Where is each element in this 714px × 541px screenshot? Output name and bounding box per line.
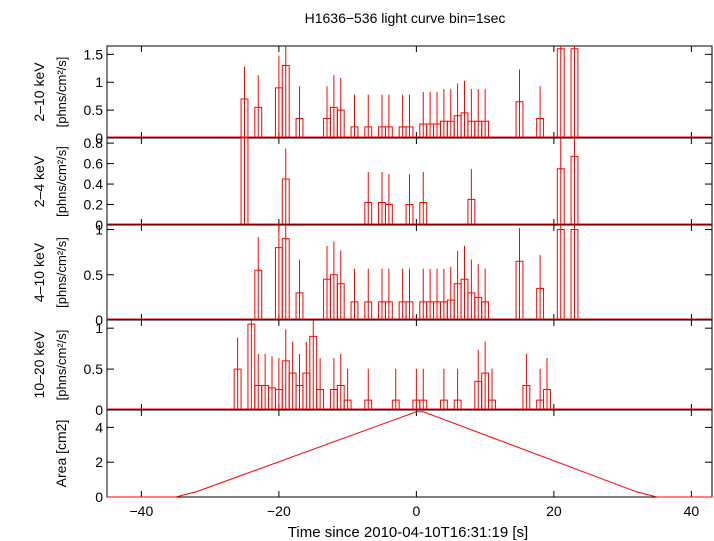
area-curve [107, 411, 712, 498]
chart-title: H1636−536 light curve bin=1sec [305, 10, 506, 26]
panel-2: 0 0.2 0.4 0.6 0.8 2–4 keV [phns/cm²/s] [31, 135, 713, 233]
y-axis-label: Area [cm2] [53, 420, 69, 488]
x-axis: −40 −20 0 20 40 [130, 503, 700, 519]
y-axis-label-unit: [phns/cm²/s] [54, 330, 69, 401]
y-tick-label: 0.4 [84, 176, 104, 192]
y-tick-label: 0.5 [84, 361, 104, 377]
y-tick-label: 0 [95, 489, 103, 505]
panel-1: 0 0.5 1 1.5 2–10 keV [phns/cm²/s] [31, 45, 713, 146]
x-axis-label: Time since 2010-04-10T16:31:19 [s] [288, 524, 528, 541]
y-tick-label: 0.8 [84, 135, 104, 151]
y-tick-label: 0.5 [84, 267, 104, 283]
y-axis-label-band: 10–20 keV [31, 331, 47, 399]
y-tick-label: 2 [95, 454, 103, 470]
panel-4: 0 0.5 1 10–20 keV [phns/cm²/s] [31, 319, 713, 418]
panel-5: 0 2 4 Area [cm2] [53, 409, 713, 505]
panels: 0 0.5 1 1.5 2–10 keV [phns/cm²/s] 0 0.2 0.4 0.6 0.… [31, 45, 713, 505]
y-tick-label: 1.5 [84, 46, 104, 62]
y-tick-label: 0 [95, 402, 103, 418]
y-tick-label: 0.6 [84, 156, 104, 172]
y-axis-label-unit: [phns/cm²/s] [54, 237, 69, 308]
y-axis-label-band: 4–10 keV [31, 242, 47, 302]
x-tick-label: 40 [684, 503, 700, 519]
x-tick-label: 0 [412, 503, 420, 519]
y-tick-label: 0.5 [84, 102, 104, 118]
panel-frame [106, 319, 713, 411]
y-tick-label: 0 [95, 312, 103, 328]
panel-3: 0 0.5 1 4–10 keV [phns/cm²/s] [31, 222, 713, 328]
y-tick-label: 1 [95, 320, 103, 336]
y-tick-label: 1 [95, 74, 103, 90]
x-tick-label: −20 [267, 503, 291, 519]
y-axis-label-band: 2–4 keV [31, 155, 47, 207]
y-tick-label: 0.2 [84, 197, 104, 213]
x-tick-label: 20 [546, 503, 562, 519]
y-tick-label: 0 [95, 217, 103, 233]
y-axis-label-band: 2–10 keV [31, 62, 47, 122]
y-axis-label-unit: [phns/cm²/s] [54, 146, 69, 217]
y-tick-label: 4 [95, 419, 103, 435]
panel-frame [106, 409, 713, 498]
y-tick-label: 0 [95, 130, 103, 146]
y-tick-label: 1 [95, 222, 103, 238]
y-axis-label-unit: [phns/cm²/s] [54, 57, 69, 128]
x-tick-label: −40 [130, 503, 154, 519]
